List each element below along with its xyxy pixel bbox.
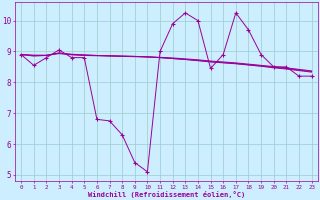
X-axis label: Windchill (Refroidissement éolien,°C): Windchill (Refroidissement éolien,°C) xyxy=(88,191,245,198)
